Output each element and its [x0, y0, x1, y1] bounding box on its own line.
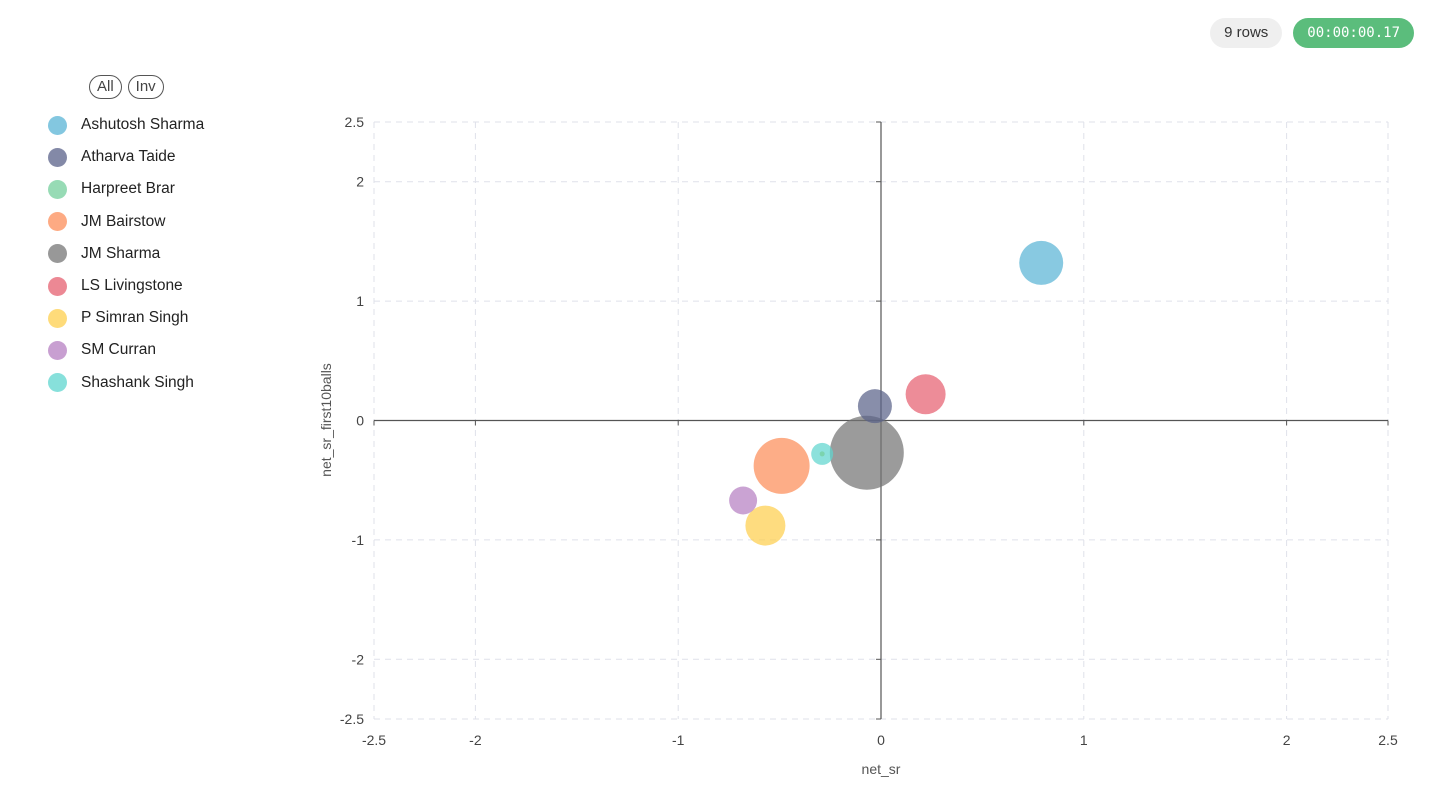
x-tick-label: -2.5: [362, 732, 386, 748]
x-axis-label: net_sr: [862, 761, 901, 777]
y-tick-label: 2.5: [345, 114, 365, 130]
bubble-point: [905, 374, 946, 415]
legend-label: Atharva Taide: [81, 148, 176, 166]
elapsed-time-badge: 00:00:00.17: [1293, 18, 1414, 48]
row-count-badge: 9 rows: [1210, 18, 1283, 48]
legend-controls: All Inv: [89, 75, 204, 99]
legend-item[interactable]: LS Livingstone: [48, 270, 204, 302]
legend-label: Ashutosh Sharma: [81, 116, 205, 134]
x-tick-label: 0: [877, 732, 885, 748]
bubble-point: [729, 486, 758, 515]
legend-label: Harpreet Brar: [81, 180, 175, 198]
y-tick-label: -2.5: [340, 711, 364, 727]
legend-item[interactable]: SM Curran: [48, 334, 204, 366]
legend-item[interactable]: JM Bairstow: [48, 206, 204, 238]
y-tick-label: -2: [352, 651, 365, 667]
y-tick-label: 2: [356, 174, 364, 190]
x-tick-label: 2.5: [1378, 732, 1398, 748]
legend-item[interactable]: Shashank Singh: [48, 367, 204, 399]
legend-item[interactable]: JM Sharma: [48, 238, 204, 270]
legend-items: Ashutosh Sharma Atharva Taide Harpreet Bra…: [48, 109, 204, 399]
legend-swatch-icon: [48, 276, 67, 296]
bubble-point: [857, 389, 892, 424]
y-tick-label: 1: [356, 293, 364, 309]
bubble-point: [753, 437, 810, 494]
x-tick-label: 2: [1283, 732, 1291, 748]
x-tick-label: -2: [469, 732, 482, 748]
legend-label: JM Bairstow: [81, 212, 166, 230]
result-meta: 9 rows 00:00:00.17: [1210, 18, 1414, 48]
legend-label: LS Livingstone: [81, 277, 183, 295]
legend-label: P Simran Singh: [81, 309, 189, 327]
legend-swatch-icon: [48, 212, 67, 232]
y-axis-label: net_sr_first10balls: [318, 363, 334, 477]
x-tick-label: -1: [672, 732, 685, 748]
legend-swatch-icon: [48, 179, 67, 199]
legend-swatch-icon: [48, 115, 67, 135]
legend-select-all-button[interactable]: All: [89, 75, 122, 99]
legend-item[interactable]: Atharva Taide: [48, 141, 204, 173]
legend-swatch-icon: [48, 373, 67, 393]
bubble-point: [819, 451, 825, 457]
legend-item[interactable]: Ashutosh Sharma: [48, 109, 204, 141]
legend-swatch-icon: [48, 340, 67, 360]
bubble-point: [745, 505, 786, 546]
legend-swatch-icon: [48, 147, 67, 167]
y-tick-label: -1: [352, 532, 365, 548]
bubble-point: [829, 415, 904, 490]
legend-swatch-icon: [48, 308, 67, 328]
legend-item[interactable]: Harpreet Brar: [48, 173, 204, 205]
legend-swatch-icon: [48, 244, 67, 264]
legend-label: Shashank Singh: [81, 373, 194, 391]
bubble-point: [1019, 240, 1064, 285]
y-tick-label: 0: [356, 413, 364, 429]
legend: All Inv Ashutosh Sharma Atharva Taide Harp…: [48, 75, 204, 399]
legend-invert-button[interactable]: Inv: [127, 75, 164, 99]
legend-item[interactable]: P Simran Singh: [48, 302, 204, 334]
x-tick-label: 1: [1080, 732, 1088, 748]
legend-label: JM Sharma: [81, 244, 161, 262]
legend-label: SM Curran: [81, 341, 156, 359]
